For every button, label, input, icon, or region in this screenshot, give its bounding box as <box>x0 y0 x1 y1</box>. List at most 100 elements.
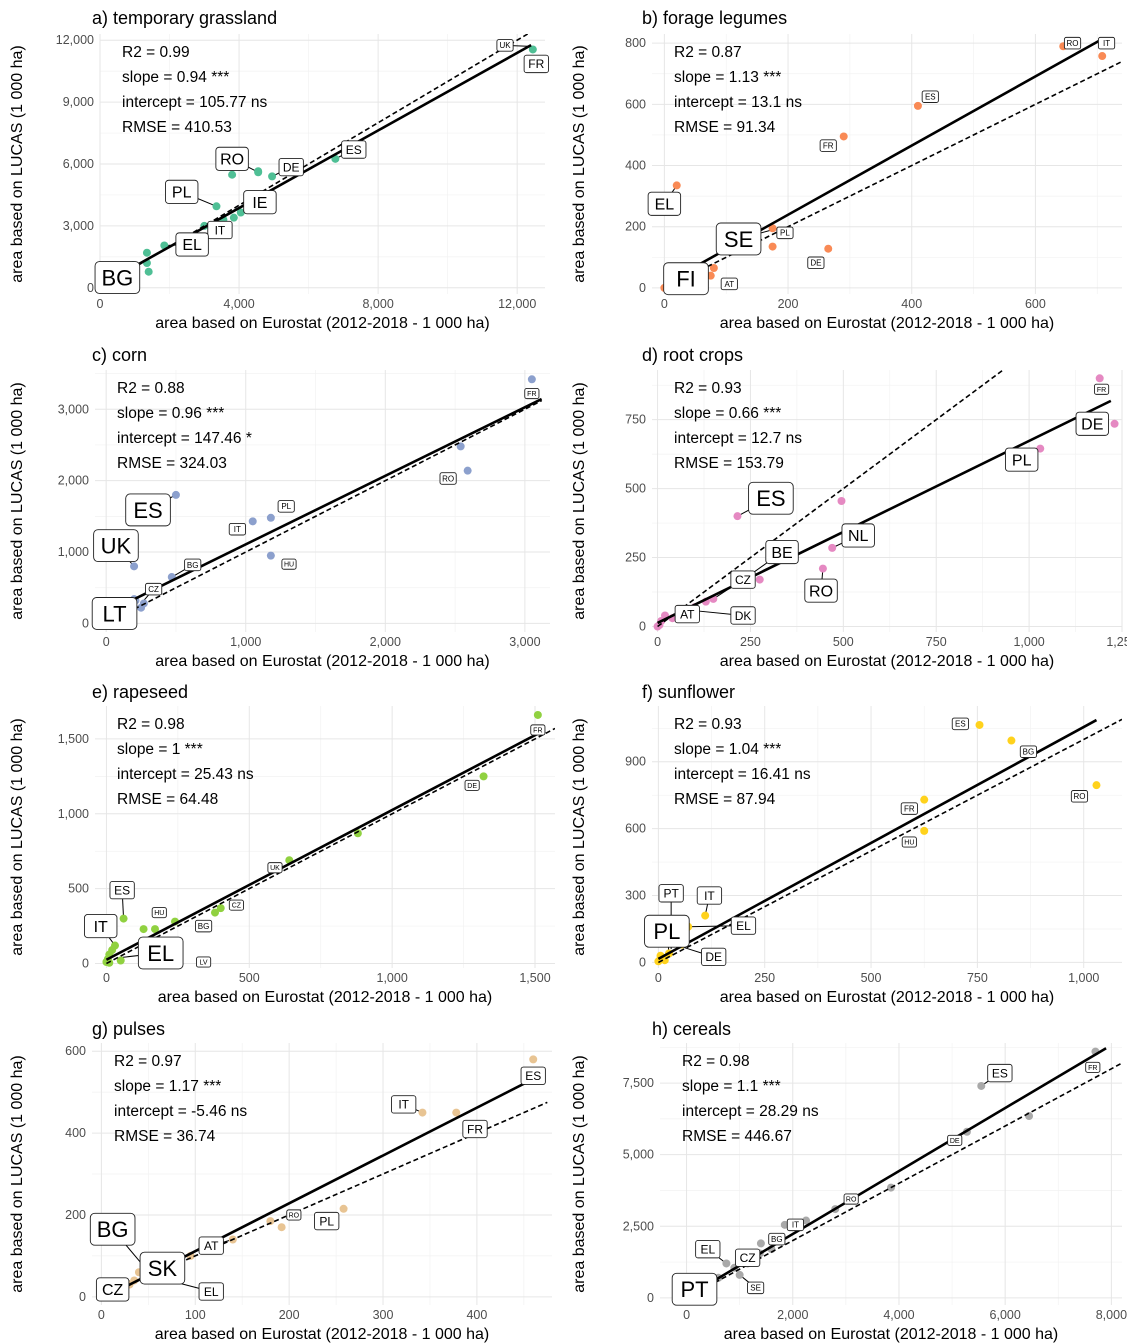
country-label: PL <box>172 185 192 202</box>
data-point <box>353 829 362 838</box>
x-tick-label: 0 <box>654 635 661 649</box>
data-point <box>839 132 848 141</box>
stat-line: intercept = 13.1 ns <box>674 94 802 111</box>
x-tick-label: 0 <box>661 297 668 311</box>
panel-title: c) corn <box>92 345 147 365</box>
label-box <box>843 1193 859 1205</box>
label-box <box>207 220 233 240</box>
country-labels: FR DE UK ES HU CZ BG IT LV EL <box>84 724 546 970</box>
country-label: FR <box>1097 387 1106 394</box>
y-tick-label: 9,000 <box>63 95 94 109</box>
country-label: CZ <box>232 903 242 910</box>
x-axis-title: area based on Eurostat (2012-2018 - 1 00… <box>155 1326 489 1343</box>
country-label: DE <box>283 160 300 174</box>
data-point <box>824 244 833 253</box>
stat-line: slope = 0.94 *** <box>122 69 229 86</box>
data-point <box>722 1259 731 1268</box>
y-tick-label: 600 <box>625 97 646 111</box>
label-box <box>921 90 939 103</box>
label-box <box>196 956 212 968</box>
country-label: SE <box>724 227 753 252</box>
x-tick-label: 4,000 <box>223 297 254 311</box>
panel-title: d) root crops <box>642 345 743 365</box>
data-point <box>529 1055 538 1064</box>
x-axis-title: area based on Eurostat (2012-2018 - 1 00… <box>155 653 489 670</box>
country-label: IE <box>252 195 267 212</box>
data-point <box>1025 1112 1034 1121</box>
country-label: DE <box>467 783 477 790</box>
label-box <box>901 836 917 848</box>
grid <box>660 1043 1122 1305</box>
label-box <box>671 1272 718 1306</box>
y-axis-title: area based on LUCAS (1 000 ha) <box>571 382 588 619</box>
country-label: UK <box>101 534 132 559</box>
stat-line: R2 = 0.98 <box>117 716 185 733</box>
data-point <box>709 264 718 272</box>
identity-line <box>658 718 1122 964</box>
y-tick-label: 0 <box>82 616 89 630</box>
y-tick-label: 0 <box>639 281 646 295</box>
country-labels: FR ES DE RO IT BG EL CZ SE PT <box>671 1061 1101 1306</box>
country-label: RO <box>1073 792 1085 801</box>
y-tick-label: 5,000 <box>623 1148 654 1162</box>
data-point <box>248 517 257 526</box>
label-box <box>1070 790 1089 803</box>
panel-3: 0 1,000 2,000 3,000 0 1,000 2,000 3,000 area bas… <box>9 345 550 670</box>
y-tick-label: 200 <box>625 220 646 234</box>
country-label: RO <box>442 474 454 483</box>
x-tick-label: 300 <box>373 1308 394 1322</box>
label-box <box>1097 36 1116 50</box>
label-box <box>951 717 969 731</box>
stat-line: intercept = -5.46 ns <box>114 1103 247 1120</box>
country-label: RO <box>220 152 244 169</box>
y-tick-label: 1,000 <box>58 807 89 821</box>
label-box <box>94 261 141 294</box>
country-label: LV <box>200 960 208 967</box>
panel-title: a) temporary grassland <box>92 8 277 28</box>
label-box <box>768 1232 786 1246</box>
country-label: DE <box>705 950 722 964</box>
label-box <box>1063 36 1082 50</box>
data-point <box>236 208 245 217</box>
data-point <box>756 1239 765 1248</box>
country-label: HU <box>284 562 294 569</box>
x-tick-label: 750 <box>926 635 947 649</box>
regression-line <box>119 1075 539 1291</box>
data-point <box>228 170 237 179</box>
country-label: EL <box>655 197 675 214</box>
label-box <box>807 256 825 270</box>
country-label: IT <box>94 919 108 936</box>
label-box <box>145 582 163 596</box>
data-point <box>171 490 180 499</box>
label-box <box>674 604 700 624</box>
label-box <box>987 1063 1013 1083</box>
grid <box>99 34 545 294</box>
label-box <box>215 146 249 171</box>
x-tick-label: 500 <box>861 971 882 985</box>
stat-line: RMSE = 36.74 <box>114 1128 216 1145</box>
y-tick-label: 0 <box>639 955 646 969</box>
country-label: EL <box>204 1285 219 1299</box>
label-box <box>277 500 295 513</box>
data-point <box>119 914 128 923</box>
label-box <box>786 1218 804 1232</box>
x-tick-label: 1,250 <box>1106 635 1127 649</box>
label-box <box>198 1236 224 1255</box>
country-label: AT <box>680 607 695 621</box>
stat-line: slope = 1.13 *** <box>674 69 781 86</box>
data-point <box>701 911 710 920</box>
data-point <box>277 1223 286 1232</box>
country-labels: FR DE PL ES NL BE RO CZ AT DK <box>674 383 1110 625</box>
data-point <box>212 202 221 211</box>
data-point <box>735 1270 744 1279</box>
data-layer <box>100 710 555 967</box>
panel-title: g) pulses <box>92 1019 165 1039</box>
identity-line <box>664 60 1122 289</box>
label-box <box>663 262 709 296</box>
data-point <box>1007 736 1016 745</box>
x-tick-label: 6,000 <box>990 1308 1021 1322</box>
stat-line: intercept = 147.46 * <box>117 430 252 447</box>
x-tick-label: 12,000 <box>498 297 536 311</box>
x-tick-label: 3,000 <box>509 635 540 649</box>
